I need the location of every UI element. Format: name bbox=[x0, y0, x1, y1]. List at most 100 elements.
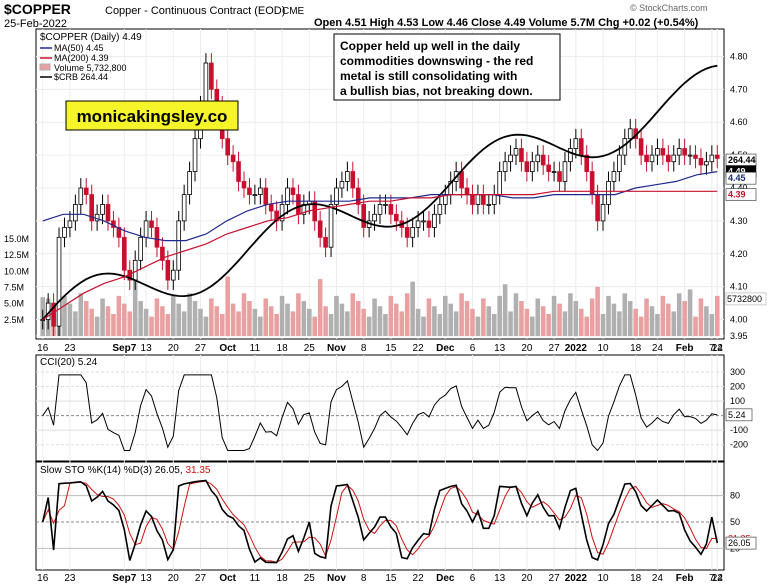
x-tick-label: 8 bbox=[361, 343, 367, 354]
x-tick-label: 2022 bbox=[565, 573, 588, 584]
candle-body bbox=[268, 204, 274, 212]
volume-tick-label: 15.0M bbox=[4, 234, 29, 244]
sto-d-line bbox=[42, 480, 718, 563]
price-tick-label: 4.00 bbox=[730, 315, 748, 325]
candle-body bbox=[714, 154, 720, 159]
candle-body bbox=[372, 213, 377, 222]
volume-bar bbox=[595, 286, 600, 336]
candle-body bbox=[225, 138, 230, 156]
x-tick-label: 7 bbox=[709, 343, 715, 354]
volume-bars bbox=[40, 273, 720, 336]
x-tick-label: 6 bbox=[470, 343, 476, 354]
volume-bar bbox=[698, 298, 704, 336]
volume-bar bbox=[486, 306, 492, 336]
candle-body bbox=[334, 187, 339, 205]
x-tick-label: Dec bbox=[436, 573, 455, 584]
candle-body bbox=[187, 171, 192, 195]
volume-bar bbox=[388, 295, 394, 336]
x-tick-label: 6 bbox=[470, 573, 476, 584]
x-tick-label: 13 bbox=[141, 573, 153, 584]
candle-body bbox=[209, 62, 214, 90]
volume-bar bbox=[377, 306, 383, 336]
volume-tag: 5732800 bbox=[727, 294, 762, 304]
volume-bar bbox=[62, 295, 67, 336]
candle-body bbox=[160, 246, 165, 261]
volume-bar bbox=[111, 314, 116, 336]
x-tick-label: 16 bbox=[37, 343, 49, 354]
candle-body bbox=[73, 204, 78, 222]
candle-body bbox=[709, 154, 715, 163]
candle-body bbox=[627, 128, 633, 140]
volume-bar bbox=[105, 306, 111, 336]
cci-tick-label: -100 bbox=[730, 425, 748, 435]
price-legend: $COPPER (Daily) 4.49 MA(50) 4.45 MA(200)… bbox=[39, 32, 142, 82]
candle-body bbox=[170, 269, 176, 281]
volume-bar bbox=[519, 301, 524, 336]
candle-body bbox=[258, 187, 263, 195]
legend-crb: $CRB 264.44 bbox=[54, 72, 108, 82]
candle-body bbox=[432, 213, 437, 228]
candle-body bbox=[241, 181, 247, 189]
crb-tag: 264.44 bbox=[728, 155, 756, 165]
x-tick-label: Nov bbox=[327, 573, 346, 584]
candle-body bbox=[568, 148, 573, 163]
volume-bar bbox=[513, 293, 519, 336]
volume-bar bbox=[132, 273, 138, 336]
candle-body bbox=[595, 194, 600, 222]
candle-body bbox=[644, 154, 649, 163]
volume-bar bbox=[530, 316, 535, 336]
sto-tick-label: 50 bbox=[730, 517, 740, 527]
volume-bar bbox=[404, 293, 410, 336]
candle-body bbox=[67, 220, 73, 228]
x-tick-label: 23 bbox=[64, 573, 76, 584]
x-tick-label: 20 bbox=[168, 343, 180, 354]
volume-bar bbox=[138, 301, 143, 336]
candle-body bbox=[676, 148, 682, 156]
volume-bar bbox=[644, 298, 649, 336]
candle-body bbox=[89, 194, 94, 222]
x-tick-label: Sep7 bbox=[112, 573, 136, 584]
candle-body bbox=[317, 220, 323, 238]
candle-body bbox=[62, 227, 67, 238]
candle-body bbox=[530, 161, 535, 172]
volume-bar bbox=[617, 311, 622, 336]
candle-body bbox=[666, 154, 671, 163]
volume-bar bbox=[334, 295, 339, 336]
candle-body bbox=[143, 220, 149, 238]
ma200-line bbox=[42, 190, 718, 321]
last-price-tag: 4.49 bbox=[728, 167, 746, 177]
volume-bar bbox=[524, 308, 530, 336]
volume-bar bbox=[67, 303, 73, 336]
candle-body bbox=[660, 148, 666, 156]
candle-body bbox=[704, 161, 709, 166]
candle-body bbox=[475, 194, 481, 205]
volume-tick-label: 10.0M bbox=[4, 266, 29, 276]
volume-tick-label: 7.5M bbox=[4, 282, 24, 292]
candle-body bbox=[606, 181, 611, 205]
volume-bar bbox=[714, 295, 720, 336]
volume-bar bbox=[475, 316, 481, 336]
candle-body bbox=[350, 171, 356, 189]
candle-body bbox=[165, 259, 171, 281]
x-tick-label: 11 bbox=[250, 573, 261, 584]
x-tick-label: Feb bbox=[676, 343, 694, 354]
volume-bar bbox=[540, 306, 546, 336]
candle-body bbox=[573, 138, 579, 149]
volume-bar bbox=[649, 306, 655, 336]
candle-body bbox=[181, 194, 187, 222]
candle-body bbox=[557, 171, 562, 182]
candle-body bbox=[51, 302, 56, 327]
candle-body bbox=[328, 204, 334, 248]
x-tick-label: 25 bbox=[304, 573, 316, 584]
x-tick-label: 20 bbox=[521, 343, 533, 354]
x-tick-label: 13 bbox=[494, 343, 506, 354]
x-tick-label: 22 bbox=[413, 343, 425, 354]
candle-body bbox=[584, 154, 590, 172]
volume-bar bbox=[481, 298, 486, 336]
volume-bar bbox=[606, 295, 611, 336]
volume-bar bbox=[611, 303, 617, 336]
volume-bar bbox=[339, 303, 345, 336]
volume-bar bbox=[655, 314, 660, 336]
volume-bar bbox=[247, 301, 252, 336]
volume-bar bbox=[317, 279, 323, 336]
